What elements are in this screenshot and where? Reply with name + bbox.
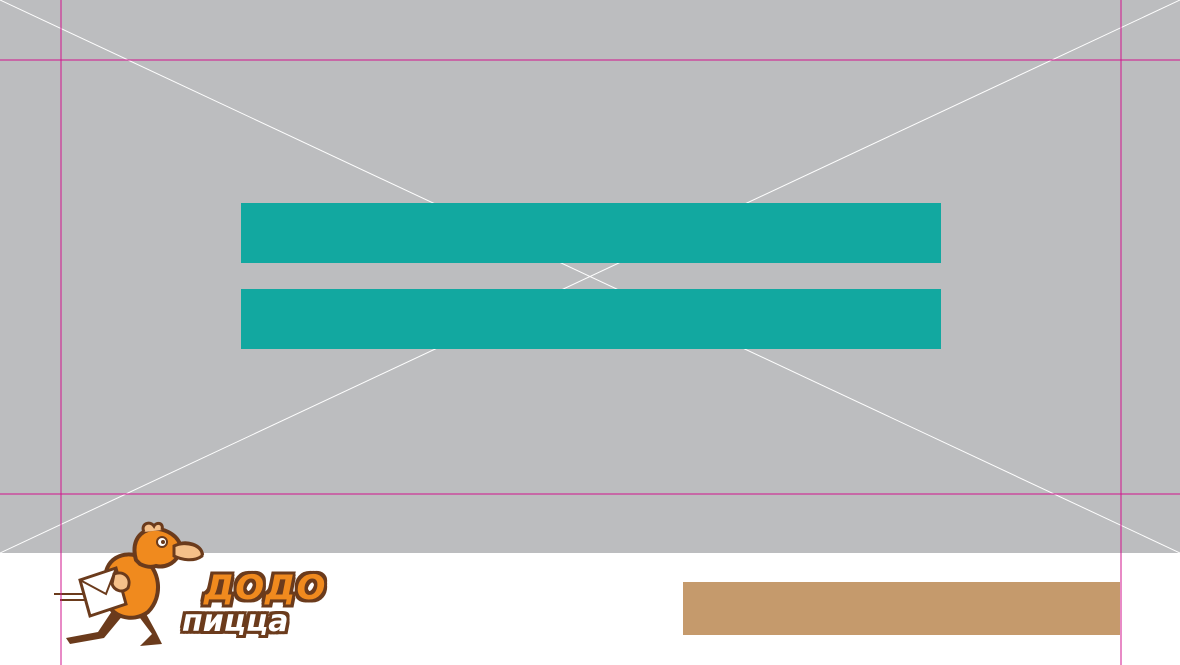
cta-bar xyxy=(683,582,1120,635)
logo-word-pizza: пицца xyxy=(182,604,289,639)
brand-logo: ДОДО пицца xyxy=(52,520,352,648)
image-placeholder xyxy=(0,0,1180,553)
dodo-bird-mascot-icon xyxy=(54,521,205,646)
headline-bar xyxy=(241,203,941,263)
logo-word-dodo: ДОДО xyxy=(204,568,327,608)
placeholder-cross-icon xyxy=(0,0,1180,553)
subheadline-bar xyxy=(241,289,941,349)
